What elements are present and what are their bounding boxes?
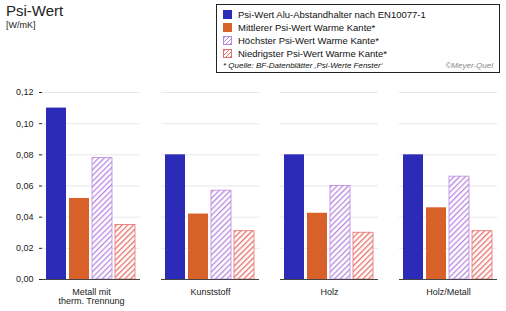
html-text:Psi-Wert: Psi-Wert — [6, 2, 64, 19]
html-text:Höchster Psi-Wert Warme Kante*: Höchster Psi-Wert Warme Kante* — [238, 35, 379, 46]
svg-text:Holz/Metall: Holz/Metall — [426, 287, 471, 297]
svg-text:0,06: 0,06 — [16, 181, 34, 191]
html-text:Niedrigster Psi-Wert Warme Kan: Niedrigster Psi-Wert Warme Kante* — [238, 48, 387, 59]
html-text:Psi-Wert Alu-Abstandhalter nac: Psi-Wert Alu-Abstandhalter nach EN10077-… — [238, 9, 426, 20]
svg-text:Kunststoff: Kunststoff — [191, 287, 231, 297]
svg-text:0,12: 0,12 — [16, 87, 34, 97]
html-text:Mittlerer Psi-Wert Warme Kante: Mittlerer Psi-Wert Warme Kante* — [238, 22, 376, 33]
html-text:©Meyer-Quel: ©Meyer-Quel — [445, 61, 493, 70]
svg-text:0,10: 0,10 — [16, 119, 34, 129]
svg-text:Metall mittherm. Trennung: Metall mittherm. Trennung — [58, 287, 124, 306]
svg-text:0,08: 0,08 — [16, 150, 34, 160]
html-text:[W/mK]: [W/mK] — [6, 20, 36, 30]
svg-text:0,02: 0,02 — [16, 243, 34, 253]
html-text:* Quelle: BF-Datenblätter ‚Psi: * Quelle: BF-Datenblätter ‚Psi-Werte Fen… — [223, 61, 383, 70]
svg-text:0,04: 0,04 — [16, 212, 34, 222]
svg-text:0,00: 0,00 — [16, 274, 34, 284]
svg-text:Holz: Holz — [320, 287, 339, 297]
